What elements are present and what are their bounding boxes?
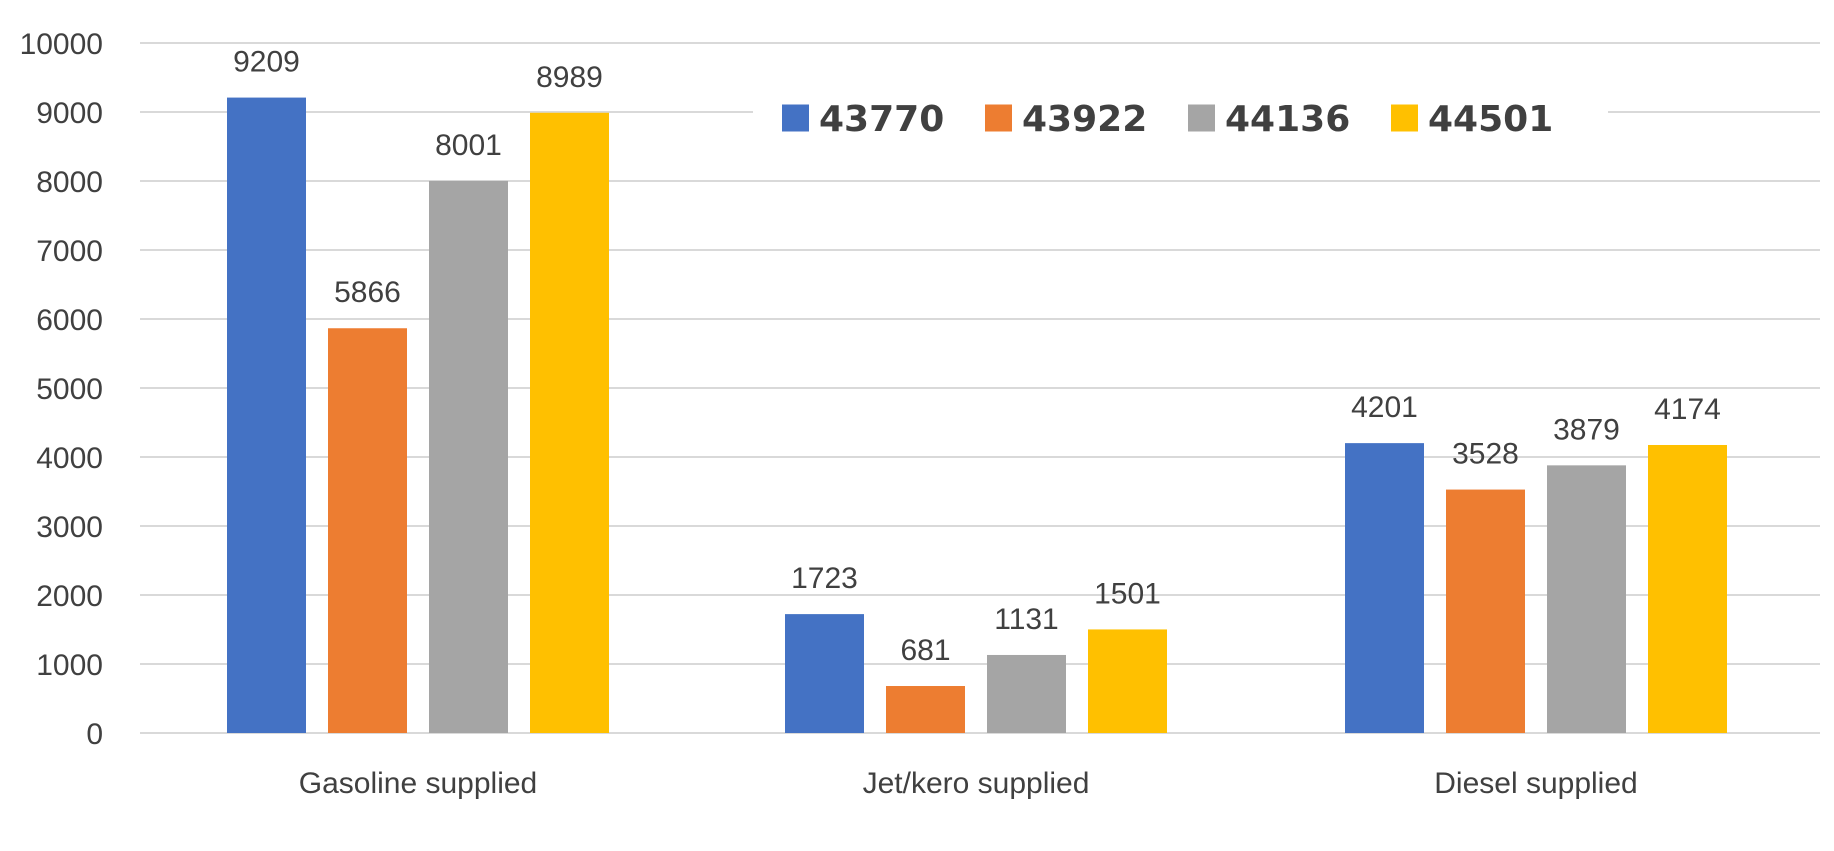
y-tick-label: 6000 [36,304,103,337]
bar [530,112,609,733]
y-tick-label: 1000 [36,649,103,682]
legend-swatch [985,104,1012,132]
category-label: Diesel supplied [1434,767,1637,800]
legend-swatch [782,104,809,132]
data-label: 9209 [233,46,300,79]
bar [227,97,306,734]
data-label: 3528 [1452,438,1519,471]
data-label: 8001 [435,129,502,162]
y-tick-label: 2000 [36,580,103,613]
bar [886,686,965,733]
legend-label: 44136 [1225,99,1350,140]
legend-swatch [1391,104,1418,132]
bar [1088,629,1167,733]
bar [1345,443,1424,733]
category-label: Jet/kero supplied [863,767,1090,800]
category-label: Gasoline supplied [299,767,538,800]
data-label: 4201 [1351,391,1418,424]
legend-background [753,84,1608,152]
y-tick-label: 9000 [36,97,103,130]
legend-swatch [1188,104,1215,132]
data-label: 5866 [334,276,401,309]
y-tick-label: 10000 [20,28,103,61]
y-axis-ticks: 0 1000 2000 3000 4000 5000 6000 7000 8000 9000 100… [20,28,103,751]
x-axis-categories: Gasoline supplied Jet/kero supplied Diesel… [299,767,1638,800]
bar [429,180,508,733]
bar [1446,489,1525,733]
data-label: 4174 [1654,393,1721,426]
bar [785,614,864,733]
y-tick-label: 3000 [36,511,103,544]
data-label: 1131 [994,603,1059,636]
y-tick-label: 4000 [36,442,103,475]
bar [1648,444,1727,733]
y-tick-label: 8000 [36,166,103,199]
legend-label: 44501 [1428,99,1553,140]
legend-label: 43922 [1022,99,1147,140]
legend-label: 43770 [819,99,944,140]
y-tick-label: 7000 [36,235,103,268]
bar [328,328,407,733]
y-tick-label: 0 [86,718,103,751]
bars [227,97,1727,734]
data-label: 681 [900,634,950,667]
data-label: 8989 [536,61,603,94]
bar [987,654,1066,733]
data-label: 3879 [1553,413,1620,446]
data-label: 1501 [1094,577,1161,610]
y-tick-label: 5000 [36,373,103,406]
data-label: 1723 [791,562,858,595]
data-labels: 9209 5866 8001 8989 1723 681 1131 1501 4201 3528 3… [233,46,1721,667]
legend: 43770 43922 44136 44501 [753,84,1608,152]
bar [1547,465,1626,733]
